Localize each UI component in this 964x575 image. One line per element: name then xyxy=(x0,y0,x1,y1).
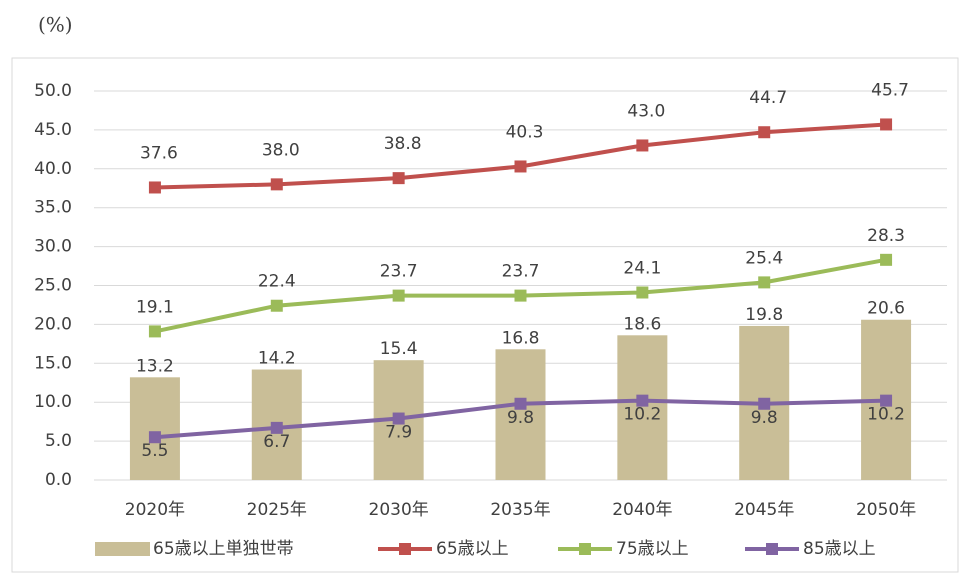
data-label: 13.2 xyxy=(136,356,174,376)
data-label: 37.6 xyxy=(140,143,178,163)
legend-label: 65歳以上 xyxy=(436,539,509,559)
marker xyxy=(880,394,893,407)
data-label: 15.4 xyxy=(380,339,418,359)
y-axis-label: (%) xyxy=(38,13,73,37)
legend-label: 65歳以上単独世帯 xyxy=(153,539,294,559)
data-label: 45.7 xyxy=(871,80,909,100)
marker xyxy=(148,325,161,338)
marker xyxy=(636,286,649,299)
y-tick-label: 0.0 xyxy=(45,470,72,490)
data-label: 24.1 xyxy=(623,259,661,279)
marker xyxy=(148,181,161,194)
x-tick-label: 2040年 xyxy=(612,500,672,520)
data-label: 25.4 xyxy=(745,248,783,268)
marker xyxy=(392,289,405,302)
data-label: 16.8 xyxy=(502,328,540,348)
data-label: 18.6 xyxy=(623,314,661,334)
bar xyxy=(617,335,668,480)
plot-frame xyxy=(11,57,959,573)
x-tick-label: 2020年 xyxy=(125,500,185,520)
data-label: 10.2 xyxy=(867,405,905,425)
y-tick-label: 40.0 xyxy=(34,159,72,179)
y-tick-label: 45.0 xyxy=(34,120,72,140)
marker xyxy=(758,126,771,139)
data-label: 22.4 xyxy=(258,272,296,292)
data-label: 19.1 xyxy=(136,297,174,317)
y-tick-label: 15.0 xyxy=(34,353,72,373)
marker xyxy=(636,139,649,152)
data-label: 9.8 xyxy=(751,408,778,428)
marker xyxy=(514,289,527,302)
marker xyxy=(148,431,161,444)
x-tick-label: 2045年 xyxy=(734,500,794,520)
data-label: 19.8 xyxy=(745,305,783,325)
data-label: 43.0 xyxy=(627,101,665,121)
legend-label: 75歳以上 xyxy=(616,539,689,559)
data-label: 6.7 xyxy=(263,432,290,452)
legend-marker xyxy=(579,543,591,555)
y-tick-label: 20.0 xyxy=(34,314,72,334)
x-tick-label: 2030年 xyxy=(369,500,429,520)
x-tick-label: 2035年 xyxy=(490,500,550,520)
marker xyxy=(392,172,405,185)
legend-label: 85歳以上 xyxy=(803,539,876,559)
y-tick-label: 25.0 xyxy=(34,276,72,296)
data-label: 10.2 xyxy=(623,405,661,425)
bar xyxy=(495,349,546,480)
marker xyxy=(270,421,283,434)
y-tick-label: 10.0 xyxy=(34,392,72,412)
data-label: 14.2 xyxy=(258,349,296,369)
marker xyxy=(270,299,283,312)
data-label: 23.7 xyxy=(380,262,418,282)
data-label: 38.0 xyxy=(262,140,300,160)
marker xyxy=(514,160,527,173)
marker xyxy=(514,397,527,410)
marker xyxy=(758,397,771,410)
legend-swatch xyxy=(95,542,150,556)
y-tick-label: 30.0 xyxy=(34,237,72,257)
data-label: 5.5 xyxy=(141,441,168,461)
y-tick-label: 5.0 xyxy=(45,431,72,451)
data-label: 44.7 xyxy=(749,88,787,108)
bar xyxy=(129,377,180,480)
data-label: 23.7 xyxy=(502,262,540,282)
marker xyxy=(758,276,771,289)
data-label: 7.9 xyxy=(385,423,412,443)
legend-marker xyxy=(399,543,411,555)
legend-marker xyxy=(766,543,778,555)
y-tick-label: 50.0 xyxy=(34,81,72,101)
data-label: 40.3 xyxy=(506,122,544,142)
marker xyxy=(636,394,649,407)
x-tick-label: 2050年 xyxy=(856,500,916,520)
data-label: 9.8 xyxy=(507,408,534,428)
x-tick-label: 2025年 xyxy=(247,500,307,520)
marker xyxy=(270,178,283,191)
data-label: 28.3 xyxy=(867,226,905,246)
marker xyxy=(392,412,405,425)
y-tick-label: 35.0 xyxy=(34,198,72,218)
marker xyxy=(880,118,893,131)
data-label: 38.8 xyxy=(384,134,422,154)
marker xyxy=(880,253,893,266)
data-label: 20.6 xyxy=(867,299,905,319)
